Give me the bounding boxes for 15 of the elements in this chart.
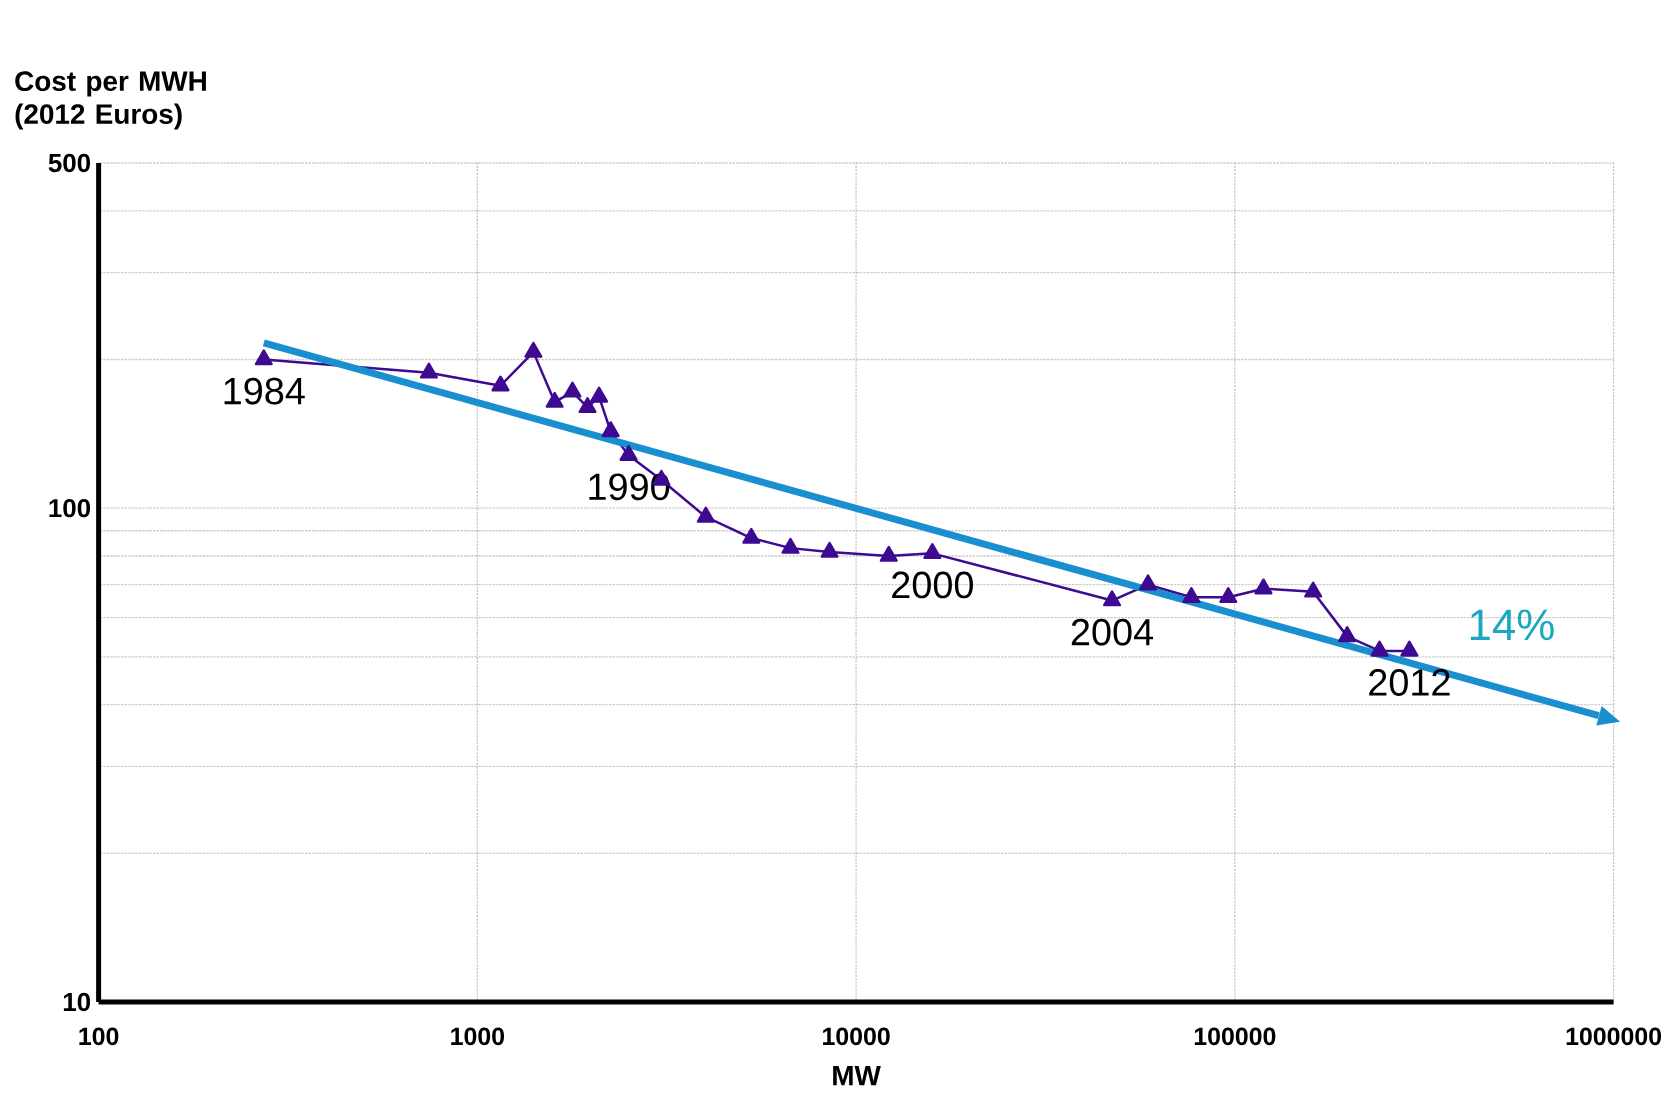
- x-tick-label: 1000: [451, 1027, 505, 1046]
- x-tick-label: 1000000: [1566, 1027, 1662, 1046]
- annotation: 2012: [1369, 669, 1450, 696]
- annotation: 14%: [1470, 609, 1554, 641]
- x-tick-label: 100: [79, 1027, 119, 1046]
- annotation: 2000: [892, 571, 973, 599]
- y-axis-title: Cost per MWH (2012 Euros): [15, 71, 206, 130]
- x-tick-label: 10000: [823, 1027, 890, 1046]
- y-tick-label: 500: [48, 153, 91, 173]
- y-tick-label: 10: [63, 992, 91, 1012]
- annotation: 1984: [224, 377, 305, 405]
- x-tick-label: 100000: [1194, 1027, 1276, 1046]
- x-axis-title: MW: [833, 1065, 881, 1086]
- y-tick-label: 100: [49, 498, 91, 518]
- annotation: 2004: [1071, 618, 1154, 646]
